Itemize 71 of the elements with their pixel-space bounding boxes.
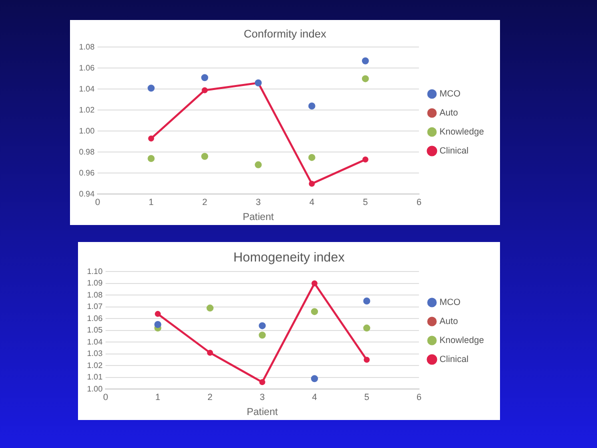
point [258,322,266,330]
legend-label: MCO [439,296,460,307]
x-tick-label: 0 [95,197,100,208]
point [362,75,369,82]
y-tick-label: 0.96 [78,168,96,178]
y-tick-label: 1.09 [86,278,104,288]
y-tick-label: 1.04 [78,84,96,94]
point [254,161,262,168]
x-tick-label: 6 [416,197,422,208]
point [363,298,370,304]
point [148,136,154,142]
point [148,84,155,92]
point [206,304,214,312]
point [258,332,266,339]
y-tick-label: 1.06 [86,314,104,323]
x-axis-title: Patient [246,406,278,418]
y-tick-label: 1.10 [86,266,104,276]
point [201,152,208,160]
x-axis-title: Patient [242,212,274,223]
point [362,156,368,163]
point [154,321,162,328]
y-tick-label: 1.02 [86,360,104,370]
y-tick-label: 1.05 [86,326,104,335]
x-tick-label: 4 [309,197,314,208]
point [207,350,214,356]
x-tick-label: 2 [202,197,208,208]
point [259,379,266,386]
y-tick-label: 1.00 [78,126,96,136]
point [308,180,315,187]
legend-label: MCO [439,88,460,98]
point [362,57,369,64]
x-tick-label: 1 [155,392,160,402]
y-tick-label: 1.01 [86,372,104,382]
legend-label: Knowledge [439,334,484,345]
y-tick-label: 1.06 [78,63,96,72]
legend-label: Clinical [439,145,468,156]
legend-label: Auto [439,316,458,326]
point [308,102,316,110]
x-tick-label: 4 [312,392,318,402]
x-tick-label: 3 [256,197,261,208]
x-tick-label: 2 [208,392,213,402]
y-tick-label: 0.98 [78,147,96,156]
point [308,154,316,161]
point [154,310,161,317]
x-tick-label: 1 [148,197,154,208]
legend-label: Clinical [439,354,468,364]
point [312,280,318,286]
point [363,324,370,332]
x-tick-label: 5 [364,392,370,402]
chart-title: Homogeneity index [233,249,346,264]
point [201,74,208,82]
point [311,308,318,316]
y-tick-label: 0.94 [78,189,96,198]
x-tick-label: 0 [103,392,108,402]
y-tick-label: 1.08 [78,42,96,52]
point [311,375,318,382]
legend-label: Knowledge [439,126,484,136]
y-tick-label: 1.02 [78,105,96,114]
y-tick-label: 1.00 [86,384,104,394]
y-tick-label: 1.07 [86,302,104,312]
point [202,87,208,94]
y-tick-label: 1.03 [86,349,104,358]
legend-label: Auto [439,107,458,118]
chart-title: Conformity index [244,28,327,41]
point [364,356,370,363]
x-tick-label: 3 [260,392,265,402]
y-tick-label: 1.08 [86,290,104,300]
point [148,155,155,162]
x-tick-label: 6 [416,392,422,402]
y-tick-label: 1.04 [86,337,104,346]
x-tick-label: 5 [362,197,368,208]
